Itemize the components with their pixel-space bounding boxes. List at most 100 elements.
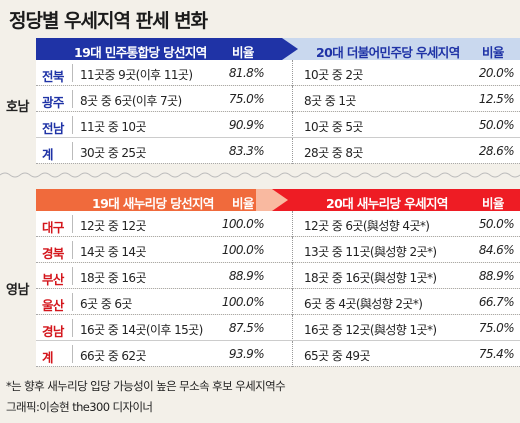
honam-header-right: 20대 더불어민주당 우세지역 — [316, 45, 460, 60]
left-count: 66곳 중 62곳 — [80, 349, 146, 363]
right-count: 10곳 중 5곳 — [304, 120, 363, 134]
row-separator — [36, 340, 520, 341]
right-ratio: 50.0% — [478, 118, 515, 132]
column-divider — [292, 237, 293, 263]
right-count: 12곳 중 6곳(與성향 4곳*) — [304, 219, 430, 233]
right-count: 16곳 중 12곳(與성향 1곳*) — [304, 323, 437, 337]
column-divider — [292, 112, 293, 138]
right-ratio: 20.0% — [478, 66, 515, 80]
right-ratio: 75.4% — [478, 347, 515, 361]
column-divider — [72, 215, 73, 233]
row-name: 전남 — [42, 121, 64, 136]
wavy-line — [0, 172, 520, 178]
row-name: 전북 — [42, 69, 64, 84]
row-bg — [36, 60, 520, 85]
right-count: 18곳 중 16곳(與성향 1곳*) — [304, 271, 437, 285]
left-ratio: 100.0% — [221, 217, 265, 231]
section-divider — [0, 172, 520, 178]
table-row: 전북 11곳중 9곳(이후 11곳) 81.8% 10곳 중 2곳 20.0% — [36, 60, 520, 86]
honam-block: 19대 민주통합당 당선지역 비율 20대 더불어민주당 우세지역 비율 전북 1… — [0, 38, 520, 164]
left-ratio: 88.9% — [228, 269, 265, 283]
table-row: 부산 18곳 중 16곳 88.9% 18곳 중 16곳(與성향 1곳*) 88.9% — [36, 263, 520, 289]
column-divider — [292, 263, 293, 289]
column-divider — [72, 90, 73, 108]
honam-header-arrow — [266, 38, 298, 60]
row-bg — [36, 86, 520, 111]
table-row: 울산 6곳 중 6곳 100.0% 6곳 중 4곳(與성향 2곳*) 66.7% — [36, 289, 520, 315]
row-bg — [36, 138, 520, 163]
right-ratio: 66.7% — [478, 295, 515, 309]
column-divider — [292, 138, 293, 164]
yeongnam-header-left-ratio: 비율 — [232, 196, 254, 211]
table-row: 광주 8곳 중 6곳(이후 7곳) 75.0% 8곳 중 1곳 12.5% — [36, 86, 520, 112]
footnote: *는 향후 새누리당 입당 가능성이 높은 무소속 후보 우세지역수 — [6, 379, 286, 393]
table-row: 대구 12곳 중 12곳 100.0% 12곳 중 6곳(與성향 4곳*) 50.0% — [36, 211, 520, 237]
left-ratio: 81.8% — [228, 66, 265, 80]
chart-title: 정당별 우세지역 판세 변화 — [9, 10, 208, 32]
right-ratio: 84.6% — [478, 243, 515, 257]
left-ratio: 75.0% — [228, 92, 265, 106]
left-count: 11곳중 9곳(이후 11곳) — [80, 68, 193, 82]
honam-header-left-ratio: 비율 — [232, 45, 254, 60]
row-separator — [36, 137, 520, 138]
row-name: 광주 — [42, 95, 64, 110]
left-count: 6곳 중 6곳 — [80, 297, 132, 311]
left-count: 11곳 중 10곳 — [80, 120, 146, 134]
right-count: 6곳 중 4곳(與성향 2곳*) — [304, 297, 423, 311]
column-divider — [72, 267, 73, 285]
column-divider — [72, 345, 73, 363]
row-bg — [36, 263, 520, 288]
row-separator — [36, 366, 520, 367]
row-bg — [36, 237, 520, 262]
row-bg — [36, 112, 520, 137]
right-count: 8곳 중 1곳 — [304, 94, 356, 108]
left-count: 30곳 중 25곳 — [80, 146, 146, 160]
left-ratio: 100.0% — [221, 295, 265, 309]
column-divider — [72, 116, 73, 134]
left-ratio: 90.9% — [228, 118, 265, 132]
row-name: 계 — [42, 350, 54, 365]
honam-header — [36, 38, 520, 60]
row-separator — [36, 262, 520, 263]
honam-header-left-bg — [36, 38, 298, 60]
left-ratio: 100.0% — [221, 243, 265, 257]
column-divider — [292, 289, 293, 315]
right-ratio: 50.0% — [478, 217, 515, 231]
left-ratio: 93.9% — [228, 347, 265, 361]
row-name: 부산 — [42, 272, 64, 287]
honam-header-right-bg — [282, 38, 520, 60]
row-separator — [36, 111, 520, 112]
right-count: 10곳 중 2곳 — [304, 68, 363, 82]
column-divider — [292, 211, 293, 237]
row-separator — [36, 163, 520, 164]
right-count: 65곳 중 49곳 — [304, 349, 370, 363]
table-row: 경북 14곳 중 14곳 100.0% 13곳 중 11곳(與성향 2곳*) 84.6% — [36, 237, 520, 263]
left-count: 8곳 중 6곳(이후 7곳) — [80, 94, 182, 108]
honam-header-left: 19대 민주통합당 당선지역 — [74, 45, 207, 60]
honam-header-right-ratio: 비율 — [482, 45, 504, 60]
column-divider — [292, 315, 293, 341]
column-divider — [292, 60, 293, 86]
yeongnam-header-left: 19대 새누리당 당선지역 — [92, 196, 214, 211]
yeongnam-header-right-ratio: 비율 — [482, 196, 504, 211]
yeongnam-header-left-bg — [36, 189, 288, 211]
row-name: 대구 — [42, 220, 64, 235]
table-row: 경남 16곳 중 14곳(이후 15곳) 87.5% 16곳 중 12곳(與성향 1곳… — [36, 315, 520, 341]
row-name: 울산 — [42, 298, 64, 313]
column-divider — [292, 341, 293, 367]
column-divider — [292, 86, 293, 112]
left-ratio: 83.3% — [228, 144, 265, 158]
row-bg — [36, 341, 520, 366]
row-name: 경남 — [42, 324, 64, 339]
yeongnam-region-label: 영남 — [6, 283, 29, 298]
yeongnam-header-arrow — [256, 189, 288, 211]
column-divider — [72, 142, 73, 160]
column-divider — [72, 293, 73, 311]
row-name: 계 — [42, 147, 54, 162]
yeongnam-header-right: 20대 새누리당 우세지역 — [326, 196, 448, 211]
row-separator — [36, 85, 520, 86]
row-separator — [36, 314, 520, 315]
left-count: 14곳 중 14곳 — [80, 245, 146, 259]
row-bg — [36, 289, 520, 314]
honam-header-text: 19대 민주통합당 당선지역 비율 20대 더불어민주당 우세지역 비율 — [36, 38, 520, 60]
